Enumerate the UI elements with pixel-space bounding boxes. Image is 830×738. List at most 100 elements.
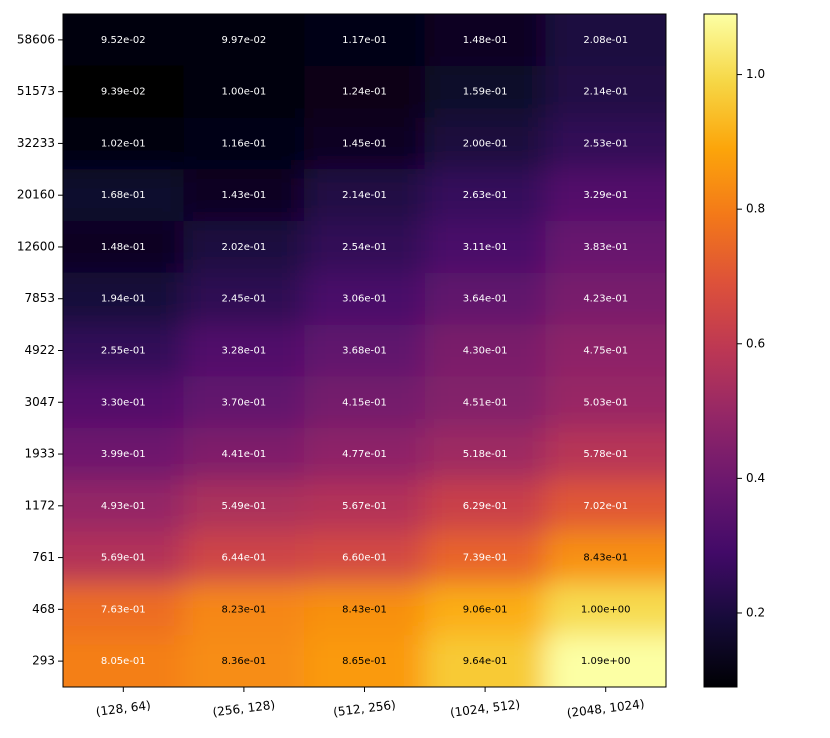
cell-value-label: 9.06e-01	[463, 604, 508, 615]
y-tick-label: 12600	[17, 239, 55, 253]
cell-value-label: 2.08e-01	[583, 35, 628, 46]
colorbar-gradient	[704, 14, 737, 687]
heatmap-cell	[545, 583, 666, 636]
heatmap-cell	[183, 479, 305, 533]
cell-value-label: 7.39e-01	[463, 553, 508, 564]
heatmap-cell	[63, 117, 185, 170]
cell-value-label: 8.43e-01	[342, 604, 387, 615]
heatmap-cell	[424, 324, 546, 377]
x-tick-label: (512, 256)	[332, 698, 396, 720]
cell-value-label: 2.54e-01	[342, 242, 387, 253]
cell-value-label: 2.53e-01	[583, 138, 628, 149]
cell-value-label: 3.83e-01	[583, 242, 628, 253]
heatmap-cell	[424, 531, 546, 584]
heatmap-cell	[63, 376, 185, 429]
heatmap-cell	[63, 531, 185, 584]
cell-value-label: 5.18e-01	[463, 449, 508, 460]
cell-value-label: 7.02e-01	[583, 501, 628, 512]
cell-value-label: 1.94e-01	[101, 294, 146, 305]
heatmap-cell	[63, 272, 185, 326]
cell-value-label: 1.09e+00	[581, 656, 631, 667]
colorbar-frame	[703, 13, 738, 688]
cell-value-label: 1.45e-01	[342, 138, 387, 149]
y-tick-label: 4922	[24, 343, 55, 357]
heatmap-cell	[183, 14, 305, 67]
cell-value-label: 5.78e-01	[583, 449, 628, 460]
heatmap-cell	[545, 428, 666, 481]
heatmap-cell	[183, 272, 305, 326]
cell-value-label: 5.49e-01	[222, 501, 267, 512]
heatmap-cell	[183, 635, 305, 687]
heatmap-cell	[424, 583, 546, 636]
heatmap-cell	[63, 65, 185, 119]
heatmap-cell	[424, 376, 546, 429]
cell-value-label: 4.41e-01	[222, 449, 267, 460]
cell-value-label: 2.45e-01	[222, 294, 267, 305]
x-axis: (128, 64) (256, 128) (512, 256) (1024, 512)…	[95, 687, 645, 720]
cell-value-label: 8.05e-01	[101, 656, 146, 667]
cell-value-label: 9.39e-02	[101, 87, 146, 98]
heatmap-cell	[63, 635, 185, 687]
cell-value-label: 4.15e-01	[342, 397, 387, 408]
heatmap-cell	[63, 428, 185, 481]
cell-value-label: 3.64e-01	[463, 294, 508, 305]
heatmap-cell	[424, 635, 546, 687]
cell-value-label: 1.48e-01	[463, 35, 508, 46]
y-tick-label: 293	[32, 654, 55, 668]
cell-value-label: 8.23e-01	[222, 604, 267, 615]
heatmap-cell	[424, 169, 546, 222]
cell-value-label: 4.51e-01	[463, 397, 508, 408]
cell-value-label: 2.00e-01	[463, 138, 508, 149]
heatmap-cell	[183, 531, 305, 584]
heatmap-cell	[424, 65, 546, 119]
cell-value-label: 8.65e-01	[342, 656, 387, 667]
cell-value-label: 1.00e-01	[222, 87, 267, 98]
cell-value-label: 6.60e-01	[342, 553, 387, 564]
heatmap-cell	[304, 428, 426, 481]
heatmap-cell	[545, 479, 666, 533]
cell-value-label: 1.59e-01	[463, 87, 508, 98]
heatmap-cell	[63, 14, 185, 67]
cell-value-label: 8.36e-01	[222, 656, 267, 667]
colorbar-ticks: 0.2 0.4 0.6 0.8 1.0	[737, 67, 765, 619]
heatmap-cell	[304, 65, 426, 119]
heatmap-cell	[424, 428, 546, 481]
heatmap-cell	[183, 65, 305, 119]
heatmap-cell	[183, 221, 305, 274]
y-tick-label: 761	[32, 550, 55, 564]
y-tick-label: 3047	[24, 395, 55, 409]
heatmap-cell	[183, 324, 305, 377]
colorbar-tick-label: 1.0	[746, 67, 765, 81]
heatmap-cell	[183, 117, 305, 170]
cell-value-label: 6.44e-01	[222, 553, 267, 564]
y-tick-label: 32233	[17, 136, 55, 150]
cell-value-label: 1.68e-01	[101, 190, 146, 201]
cell-value-label: 3.06e-01	[342, 294, 387, 305]
heatmap-cell	[545, 169, 666, 222]
cell-value-label: 1.16e-01	[222, 138, 267, 149]
heatmap-cell	[304, 221, 426, 274]
cell-value-label: 3.28e-01	[222, 346, 267, 357]
cell-value-label: 2.02e-01	[222, 242, 267, 253]
x-tick-label: (1024, 512)	[449, 697, 521, 719]
cell-value-label: 3.99e-01	[101, 449, 146, 460]
heatmap-cell	[424, 272, 546, 326]
heatmap-cell	[304, 583, 426, 636]
heatmap-cell	[424, 479, 546, 533]
y-tick-label: 58606	[17, 32, 55, 46]
cell-value-label: 4.30e-01	[463, 346, 508, 357]
plot-area: 9.52e-02 9.97e-02 1.17e-01 1.48e-01 2.08e-01…	[17, 13, 667, 720]
colorbar-tick-label: 0.6	[746, 336, 765, 350]
cell-value-label: 3.70e-01	[222, 397, 267, 408]
cell-value-label: 3.11e-01	[463, 242, 508, 253]
heatmap-cell	[545, 14, 666, 67]
y-tick-label: 1933	[24, 447, 55, 461]
cell-value-label: 1.43e-01	[222, 190, 267, 201]
heatmap-cell	[63, 324, 185, 377]
cell-value-label: 1.17e-01	[342, 35, 387, 46]
cell-value-label: 7.63e-01	[101, 604, 146, 615]
heatmap-cell	[545, 65, 666, 119]
y-tick-label: 468	[32, 602, 55, 616]
y-axis: 58606 51573 32233 20160 12600 7853 4922 3047 193…	[17, 32, 63, 668]
